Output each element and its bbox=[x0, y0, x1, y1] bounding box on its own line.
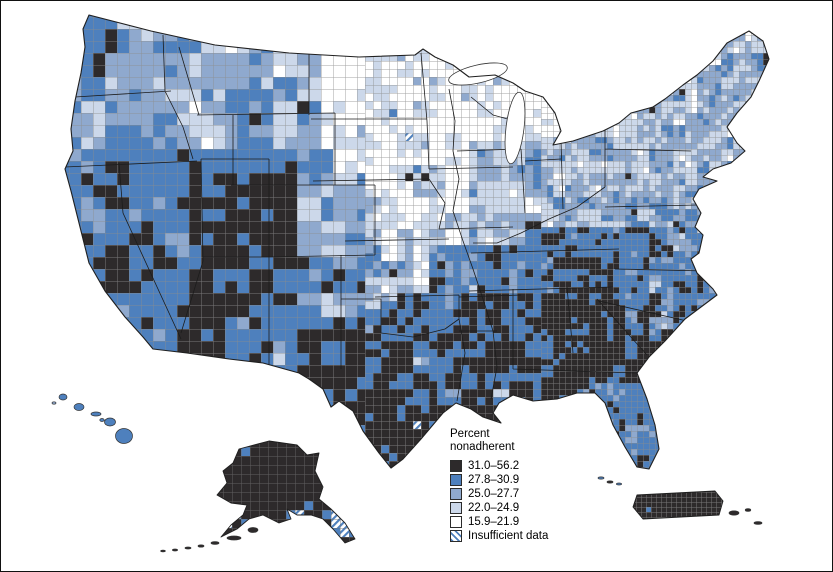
legend-label: 31.0–56.2 bbox=[468, 459, 520, 472]
legend-item-q5: 31.0–56.2 bbox=[450, 459, 580, 473]
map-legend: Percent nonadherent 31.0–56.2 27.8–30.9 25… bbox=[450, 428, 580, 543]
legend-swatch-icon bbox=[450, 473, 462, 486]
legend-swatch-icon bbox=[450, 487, 462, 500]
legend-item-q1: 15.9–21.9 bbox=[450, 515, 580, 529]
florida-keys-islands bbox=[597, 476, 622, 486]
island bbox=[247, 527, 259, 533]
legend-label: 25.0–27.7 bbox=[468, 487, 520, 500]
legend-label: Insufficient data bbox=[468, 529, 549, 542]
island bbox=[197, 544, 205, 548]
island bbox=[172, 548, 178, 552]
island bbox=[115, 428, 133, 444]
island bbox=[90, 411, 102, 417]
legend-title: Percent nonadherent bbox=[450, 428, 580, 455]
legend-swatch-icon bbox=[450, 515, 462, 528]
hawaii-islands bbox=[51, 393, 133, 444]
legend-label: 27.8–30.9 bbox=[468, 473, 520, 486]
puerto-rico-outlying-islands bbox=[728, 508, 763, 525]
island bbox=[606, 480, 614, 484]
puerto-rico-coast-outline bbox=[632, 490, 724, 520]
legend-item-q4: 27.8–30.9 bbox=[450, 473, 580, 487]
legend-title-line1: Percent bbox=[450, 428, 490, 440]
legend-label: 15.9–21.9 bbox=[468, 515, 520, 528]
legend-swatch-icon bbox=[450, 459, 462, 472]
island bbox=[744, 508, 752, 512]
island bbox=[226, 535, 242, 541]
legend-items: 31.0–56.2 27.8–30.9 25.0–27.7 22.0–24.9 15.9… bbox=[450, 459, 580, 543]
island bbox=[160, 549, 166, 553]
island bbox=[51, 401, 57, 405]
lake-superior bbox=[448, 62, 508, 86]
island bbox=[753, 521, 763, 525]
aleutian-islands bbox=[160, 527, 259, 553]
legend-item-q3: 25.0–27.7 bbox=[450, 487, 580, 501]
legend-label: 22.0–24.9 bbox=[468, 501, 520, 514]
alaska-county-cells bbox=[217, 441, 355, 543]
island bbox=[73, 403, 85, 411]
island bbox=[616, 482, 622, 486]
island bbox=[728, 510, 740, 516]
island bbox=[104, 417, 116, 427]
legend-item-q2: 22.0–24.9 bbox=[450, 501, 580, 515]
state-borders bbox=[65, 34, 708, 402]
island bbox=[58, 393, 68, 401]
legend-item-ins: Insufficient data bbox=[450, 529, 580, 543]
legend-swatch-icon bbox=[450, 501, 462, 514]
island bbox=[184, 546, 192, 550]
alaska-coast-outline bbox=[216, 440, 356, 544]
island bbox=[597, 476, 605, 480]
lower48-coast-outline bbox=[64, 14, 770, 470]
lower48-county-cells bbox=[65, 15, 769, 469]
island bbox=[99, 418, 105, 422]
legend-title-line2: nonadherent bbox=[450, 441, 515, 454]
lake-michigan bbox=[504, 91, 526, 165]
legend-swatch-hatch-icon bbox=[450, 529, 462, 542]
island bbox=[210, 541, 220, 545]
